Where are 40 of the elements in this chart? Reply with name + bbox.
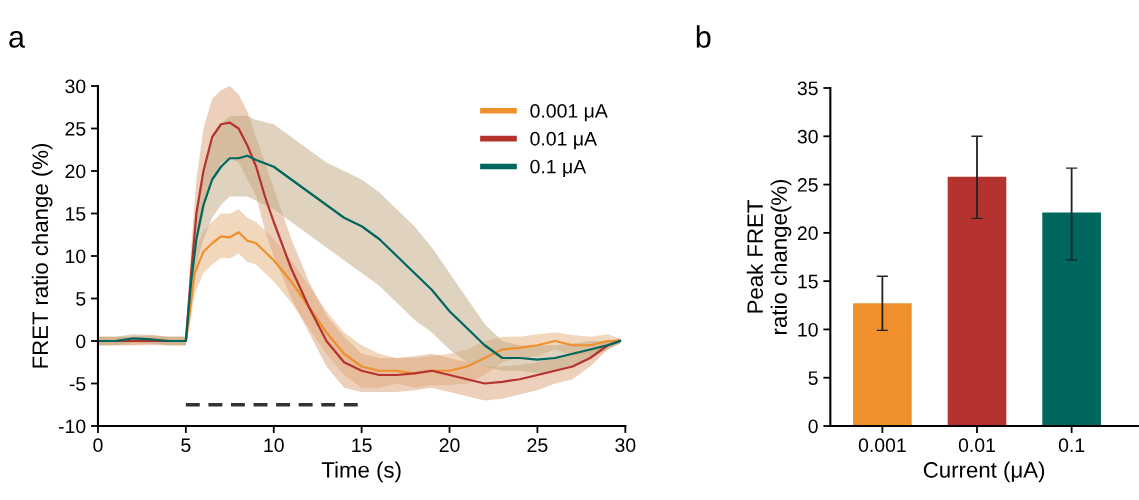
y-tick-label: 0 xyxy=(808,419,818,434)
x-tick-label: 25 xyxy=(527,438,548,453)
x-tick-label: 0.001 xyxy=(858,438,906,453)
y-tick-label: 10 xyxy=(798,322,818,337)
y-tick-label: 35 xyxy=(797,81,818,96)
legend-label: 0.1 μA xyxy=(530,159,587,178)
x-tick-label: 30 xyxy=(615,438,636,453)
x-tick-label: 0.1 xyxy=(1058,438,1085,453)
bar xyxy=(1042,212,1101,426)
y-tick-label: 30 xyxy=(65,79,86,94)
y-tick-label: 15 xyxy=(798,274,818,289)
y-tick-label: 25 xyxy=(797,178,818,192)
y-tick-label: 20 xyxy=(65,164,86,179)
y-tick-label: 5 xyxy=(808,371,818,385)
x-tick-label: 0 xyxy=(93,438,103,453)
x-axis-title: Current (μA) xyxy=(923,461,1045,483)
y-axis-title: Peak FRET ratio change(%) xyxy=(746,179,792,334)
y-tick-label: 5 xyxy=(76,292,86,306)
line-series xyxy=(97,154,622,361)
x-tick-label: 0.01 xyxy=(958,438,995,453)
legend-label: 0.01 μA xyxy=(530,131,597,150)
y-axis-title: FRET ratio change (%) xyxy=(31,143,53,368)
x-tick-label: 15 xyxy=(352,438,372,453)
y-tick-label: 15 xyxy=(66,207,86,221)
x-tick-label: 5 xyxy=(181,438,191,453)
y-tick-label: -10 xyxy=(58,419,86,434)
y-tick-label: 25 xyxy=(65,121,86,136)
chart-title: b xyxy=(696,25,711,48)
y-tick-label: 20 xyxy=(797,226,818,241)
chart-title: a xyxy=(9,31,25,48)
x-tick-label: 20 xyxy=(439,438,460,453)
bar xyxy=(853,303,912,426)
legend-label: 0.001 μA xyxy=(530,104,608,122)
y-tick-label: -5 xyxy=(69,377,86,391)
x-axis-title: Time (s) xyxy=(321,461,401,483)
y-tick-label: 30 xyxy=(797,129,818,144)
x-tick-label: 10 xyxy=(264,438,284,453)
y-tick-label: 0 xyxy=(76,334,86,349)
y-tick-label: 10 xyxy=(66,249,86,264)
bar xyxy=(947,176,1007,426)
